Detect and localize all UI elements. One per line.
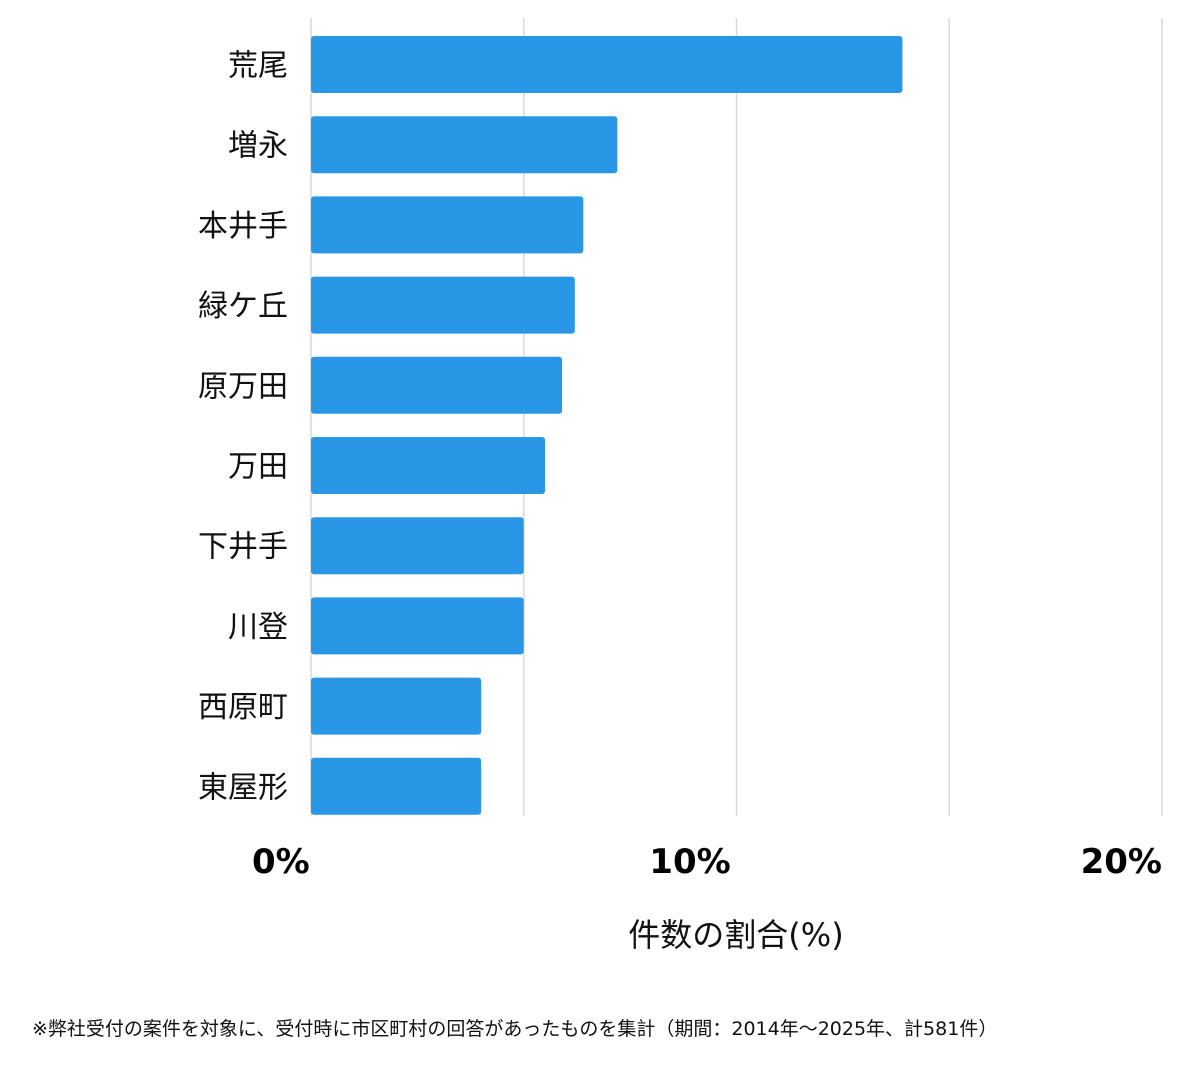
category-label-7: 川登	[228, 610, 288, 645]
bar-8	[311, 677, 482, 735]
category-label-9: 東屋形	[198, 770, 288, 805]
bar-0	[311, 36, 903, 93]
bar-6	[311, 517, 524, 575]
tick-label-1: 10%	[649, 842, 730, 882]
category-label-8: 西原町	[198, 690, 288, 725]
footnote: ※弊社受付の案件を対象に、受付時に市区町村の回答があったものを集計（期間：201…	[32, 1018, 998, 1040]
x-axis-title: 件数の割合(%)	[628, 916, 843, 954]
bar-9	[311, 757, 482, 815]
bar-5	[311, 437, 546, 494]
category-label-3: 緑ケ丘	[198, 289, 288, 324]
bar-2	[311, 196, 584, 254]
category-label-1: 増永	[228, 129, 288, 164]
bar-7	[311, 597, 524, 655]
bar-1	[311, 116, 618, 174]
bars	[311, 36, 903, 815]
category-label-2: 本井手	[198, 209, 288, 244]
bar-4	[311, 356, 563, 414]
category-label-0: 荒尾	[228, 49, 288, 84]
tick-labels: 0% 10% 20%	[252, 842, 1162, 882]
category-label-6: 下井手	[198, 530, 288, 565]
category-label-4: 原万田	[198, 369, 288, 404]
tick-label-2: 20%	[1081, 842, 1162, 882]
bar-3	[311, 276, 575, 334]
tick-label-0: 0%	[252, 842, 310, 882]
category-label-5: 万田	[228, 450, 288, 485]
